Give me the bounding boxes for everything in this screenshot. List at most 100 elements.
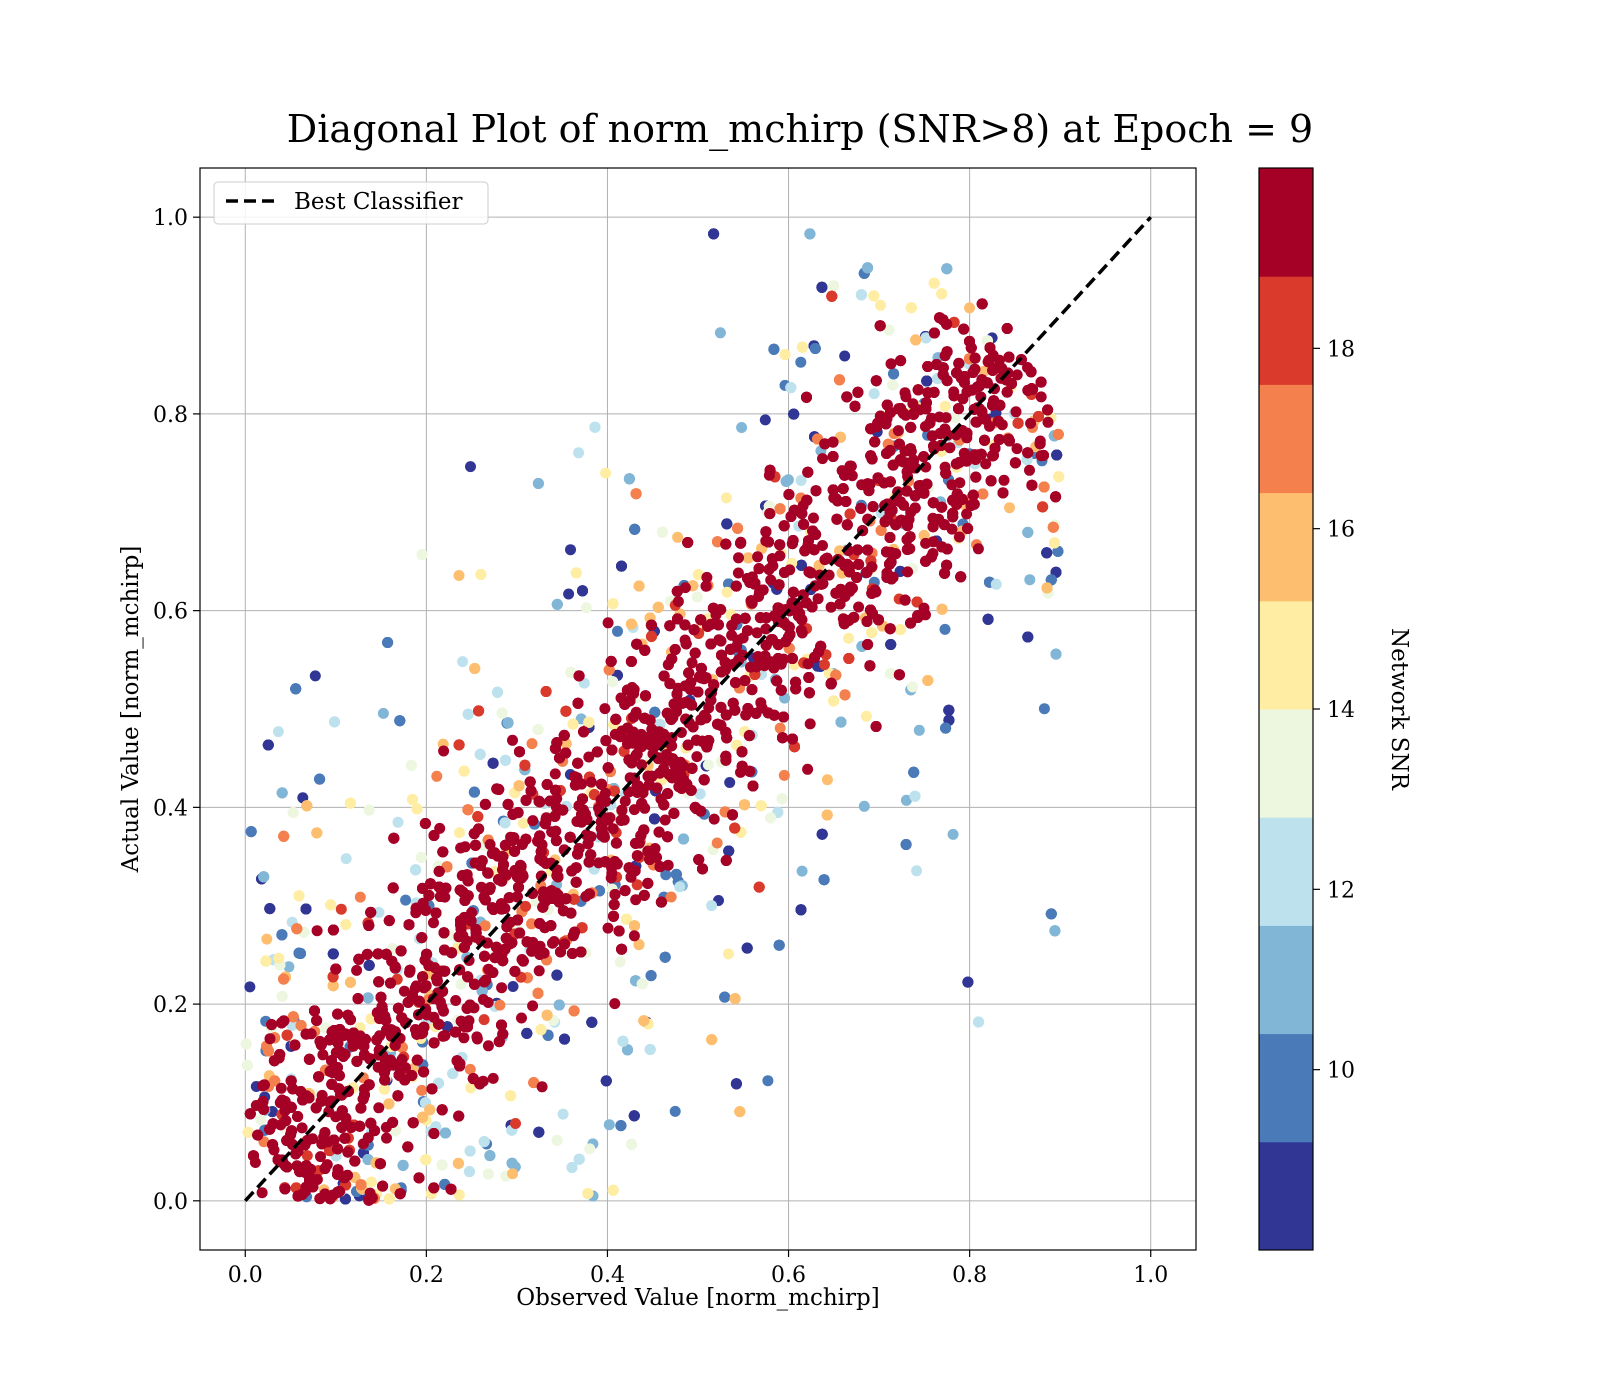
scatter-point	[755, 800, 767, 812]
scatter-point	[765, 812, 776, 824]
scatter-point	[614, 956, 626, 968]
scatter-point	[471, 1031, 483, 1043]
scatter-point	[469, 663, 481, 674]
scatter-point	[988, 395, 1000, 407]
scatter-point	[287, 1011, 299, 1023]
scatter-point	[831, 513, 843, 525]
scatter-point	[768, 343, 780, 355]
scatter-point	[447, 1068, 459, 1080]
scatter-point	[533, 965, 545, 977]
scatter-point	[828, 695, 840, 707]
scatter-point	[553, 999, 565, 1011]
scatter-point	[473, 823, 485, 835]
scatter-point	[730, 580, 742, 592]
scatter-point	[941, 263, 953, 275]
scatter-point	[853, 601, 865, 613]
scatter-point	[720, 538, 732, 550]
scatter-point	[765, 574, 777, 586]
scatter-point	[546, 826, 558, 838]
scatter-point	[549, 768, 561, 780]
scatter-point	[990, 362, 1001, 374]
scatter-point	[516, 838, 528, 850]
scatter-point	[586, 1016, 598, 1028]
scatter-point	[475, 569, 487, 580]
scatter-point	[387, 882, 399, 894]
scatter-point	[612, 625, 623, 637]
scatter-point	[682, 739, 694, 751]
scatter-point	[492, 686, 503, 698]
scatter-point	[383, 1098, 395, 1110]
scatter-point	[549, 810, 561, 822]
scatter-point	[363, 959, 375, 971]
scatter-point	[342, 1146, 354, 1158]
scatter-point	[452, 1157, 464, 1169]
scatter-point	[565, 544, 576, 556]
scatter-point	[844, 508, 856, 520]
scatter-point	[474, 748, 486, 760]
scatter-point	[418, 1066, 430, 1078]
scatter-point	[905, 421, 917, 433]
scatter-point	[908, 408, 920, 420]
scatter-point	[494, 999, 506, 1011]
scatter-point	[818, 874, 830, 886]
scatter-point	[362, 992, 374, 1004]
scatter-point	[962, 976, 974, 988]
scatter-point	[821, 809, 833, 821]
scatter-point	[602, 762, 614, 774]
scatter-point	[782, 474, 794, 486]
scatter-point	[496, 982, 508, 994]
scatter-point	[377, 1180, 389, 1192]
scatter-point	[344, 797, 356, 809]
scatter-point	[600, 1075, 612, 1087]
scatter-point	[714, 327, 726, 339]
scatter-point	[1024, 464, 1035, 476]
scatter-point	[584, 1143, 596, 1155]
scatter-point	[266, 1019, 278, 1031]
scatter-point	[939, 400, 951, 412]
scatter-point	[806, 601, 818, 613]
scatter-point	[730, 677, 741, 689]
scatter-point	[327, 980, 339, 992]
scatter-point	[573, 447, 585, 459]
scatter-point	[625, 656, 637, 667]
scatter-point	[392, 816, 404, 828]
scatter-point	[617, 1035, 629, 1047]
scatter-point	[678, 833, 689, 845]
scatter-point	[911, 865, 923, 877]
scatter-point	[862, 262, 874, 274]
scatter-point	[273, 952, 285, 964]
scatter-point	[802, 763, 814, 775]
scatter-point	[500, 754, 511, 766]
scatter-point	[839, 350, 851, 362]
scatter-point	[853, 558, 865, 570]
scatter-point	[554, 752, 565, 764]
scatter-point	[686, 762, 698, 774]
scatter-point	[736, 422, 748, 433]
scatter-point	[470, 839, 481, 851]
scatter-point	[484, 1150, 496, 1162]
scatter-point	[292, 1111, 304, 1122]
scatter-point	[969, 363, 981, 375]
scatter-point	[453, 570, 465, 581]
scatter-point	[843, 632, 855, 644]
scatter-point	[405, 759, 417, 771]
scatter-point	[301, 1150, 313, 1162]
scatter-point	[931, 359, 943, 370]
scatter-point	[420, 1154, 432, 1166]
scatter-point	[928, 277, 940, 289]
scatter-point	[609, 998, 621, 1010]
scatter-point	[476, 985, 488, 997]
scatter-point	[702, 738, 713, 750]
scatter-point	[803, 672, 815, 683]
scatter-point	[507, 981, 519, 992]
scatter-point	[839, 689, 851, 701]
scatter-point	[303, 1053, 315, 1065]
scatter-point	[287, 807, 299, 818]
scatter-point	[645, 619, 657, 631]
scatter-point	[487, 967, 499, 978]
scatter-point	[860, 710, 872, 722]
scatter-point	[394, 1188, 406, 1200]
scatter-point	[309, 670, 321, 682]
scatter-point	[453, 1189, 465, 1201]
scatter-point	[261, 933, 273, 945]
